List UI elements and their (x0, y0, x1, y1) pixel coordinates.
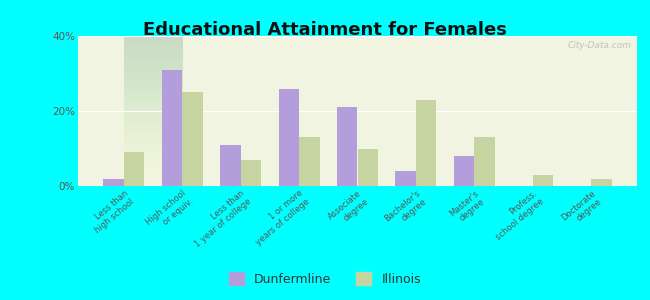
Bar (416, 100, 436, 186)
Bar (182, 92, 203, 186)
Text: City-Data.com: City-Data.com (567, 40, 631, 50)
Legend: Dunfermline, Illinois: Dunfermline, Illinois (224, 267, 426, 291)
Bar (162, 70, 182, 186)
Bar (299, 137, 320, 186)
Text: Educational Attainment for Females: Educational Attainment for Females (143, 21, 507, 39)
Bar (474, 137, 495, 186)
Bar (395, 171, 416, 186)
Bar (103, 178, 124, 186)
Bar (358, 148, 378, 186)
Bar (240, 160, 261, 186)
Bar (220, 145, 240, 186)
Bar (591, 178, 612, 186)
Bar (337, 107, 358, 186)
Bar (124, 152, 144, 186)
Bar (279, 88, 299, 186)
Bar (533, 175, 553, 186)
Bar (454, 156, 474, 186)
